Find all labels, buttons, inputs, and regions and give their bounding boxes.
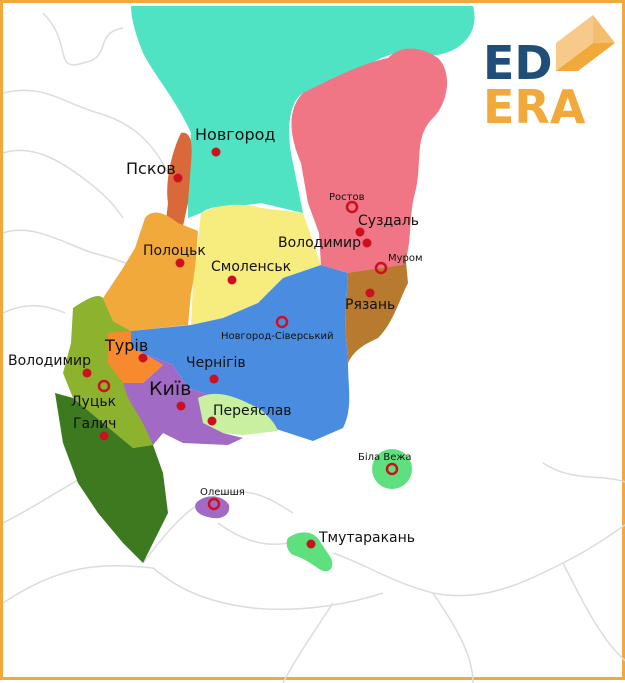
region-pskov [165,132,192,235]
city-dot-kyiv [176,401,186,411]
label-kyiv: Київ [149,378,191,400]
city-dot-suzdal [355,227,365,237]
label-murom: Муром [388,253,423,264]
label-halych: Галич [73,416,116,432]
region-polotsk [103,212,198,331]
region-novgorod [131,6,475,218]
city-dot-chernihiv [209,374,219,384]
region-smolensk [191,204,321,325]
label-smolensk: Смоленськ [211,259,291,275]
region-oleshshia [195,496,230,519]
logo-cube-side [593,15,615,43]
edera-logo: ED ERA [483,15,615,134]
city-ring-rostov [345,200,359,214]
city-ring-lutsk [97,379,111,393]
city-ring-murom [374,261,388,275]
city-dot-smolensk [227,275,237,285]
label-polotsk: Полоцьк [143,243,206,259]
city-dot-ryazan [365,288,375,298]
label-novhorod-siverskyi: Новгород-Сіверський [221,330,333,342]
city-dot-tmutarakan [306,539,316,549]
label-turiv: Турів [104,336,148,355]
label-ryazan: Рязань [345,297,395,313]
label-rostov: Ростов [329,192,365,203]
historical-map: Новгород Псков Ростов Суздаль Володимир … [3,6,625,683]
city-ring-bila-vezha [385,462,399,476]
logo-text-era: ERA [483,80,586,134]
label-pereyaslav: Переяслав [213,403,292,419]
label-tmutarakan: Тмутаракань [318,530,415,546]
city-rings [97,200,399,511]
label-chernihiv: Чернігів [186,355,246,371]
coastlines [3,12,625,683]
city-dot-turiv [138,353,148,363]
logo-text-ed: ED [483,36,553,90]
city-dot-pskov [173,173,183,183]
region-halych [55,393,168,563]
region-turov [108,331,163,383]
label-novgorod: Новгород [195,125,275,144]
city-dot-halych [99,431,109,441]
label-volodymyr-west: Володимир [8,353,91,369]
label-oleshshia: Олешшя [200,487,245,498]
label-pskov: Псков [126,159,176,178]
logo-cube-back [556,15,593,71]
label-suzdal: Суздаль [358,213,419,229]
region-bila-vezha [372,449,412,489]
city-dot-novgorod [211,147,221,157]
label-bila-vezha: Біла Вежа [358,451,412,463]
region-rostov-suzdal [291,48,448,273]
city-dot-volodymyr-north [362,238,372,248]
city-dot-volodymyr-west [82,368,92,378]
city-dot-polotsk [175,258,185,268]
city-dot-pereyaslav [207,416,217,426]
logo-cube-top [556,43,615,71]
region-ryazan [345,251,408,363]
label-lutsk: Луцьк [71,394,116,410]
city-ring-novhorod-siverskyi [275,315,289,329]
city-dots [82,147,375,549]
region-pereyaslav [198,393,278,435]
region-chernihiv [131,265,350,441]
region-tmutarakan [286,532,333,572]
city-ring-oleshshia [207,497,221,511]
label-volodymyr-north: Володимир [278,235,361,251]
